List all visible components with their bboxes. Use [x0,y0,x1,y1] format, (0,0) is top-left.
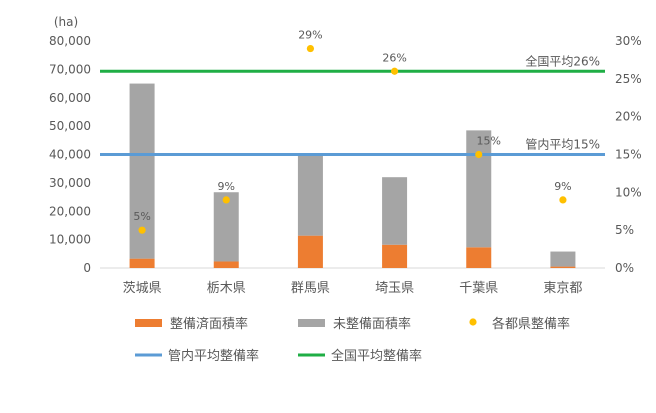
bar-completed [466,247,492,268]
bar-uncompleted [213,192,239,262]
legend-label: 管内平均整備率 [168,348,259,364]
reference-line-label: 全国平均26% [525,53,600,68]
legend-label: 整備済面積率 [170,316,248,332]
data-point [306,44,315,53]
bar-completed [297,235,323,268]
bar-uncompleted [297,154,323,236]
y-right-tick-label: 5% [615,223,634,237]
bar-uncompleted [466,130,492,248]
y-right-tick-label: 10% [615,185,642,199]
y-right-tick-label: 15% [615,148,642,162]
data-point [475,150,483,159]
y-right-tick-label: 25% [615,72,642,86]
y-left-tick-label: 0 [83,261,91,275]
x-tick-label: 千葉県 [459,281,498,296]
legend-label: 未整備面積率 [333,316,411,332]
y-left-tick-label: 70,000 [49,62,91,76]
y-right-tick-label: 0% [615,261,634,275]
bar-uncompleted [550,251,576,267]
legend-swatch-completed [135,319,162,327]
data-label: 9% [218,180,235,193]
bar-completed [382,244,408,268]
data-label: 26% [382,51,406,64]
y-left-tick-label: 40,000 [49,148,91,162]
x-tick-label: 埼玉県 [375,281,414,296]
bar-uncompleted [382,177,408,245]
y-left-tick-label: 20,000 [49,204,91,218]
bar-completed [550,266,576,268]
legend-swatch-uncompleted [298,319,325,327]
data-label: 15% [477,135,501,148]
reference-line-label: 管内平均15% [525,137,600,152]
legend-label: 各都県整備率 [492,316,570,332]
data-label: 29% [298,29,322,42]
y-right-tick-label: 30% [615,34,642,48]
x-tick-label: 栃木県 [207,281,246,296]
data-label: 9% [554,180,571,193]
y-left-tick-label: 50,000 [49,119,91,133]
x-tick-label: 茨城県 [123,281,162,296]
y-left-tick-label: 10,000 [49,233,91,247]
legend-label: 全国平均整備率 [331,348,422,364]
data-point [138,226,146,234]
y-left-tick-label: 30,000 [49,176,91,190]
data-point [222,196,230,204]
bar-completed [213,261,239,268]
y-left-tick-label: 80,000 [49,34,91,48]
data-point [390,67,399,75]
y-left-tick-label: 60,000 [49,91,91,105]
y-right-tick-label: 20% [615,110,642,124]
x-tick-label: 群馬県 [291,281,330,296]
legend-marker-rate [469,318,477,326]
data-label: 5% [133,210,150,223]
y-left-axis-label: (ha) [54,15,78,29]
bar-completed [129,258,155,268]
data-point [559,196,567,204]
x-tick-label: 東京都 [543,280,582,296]
